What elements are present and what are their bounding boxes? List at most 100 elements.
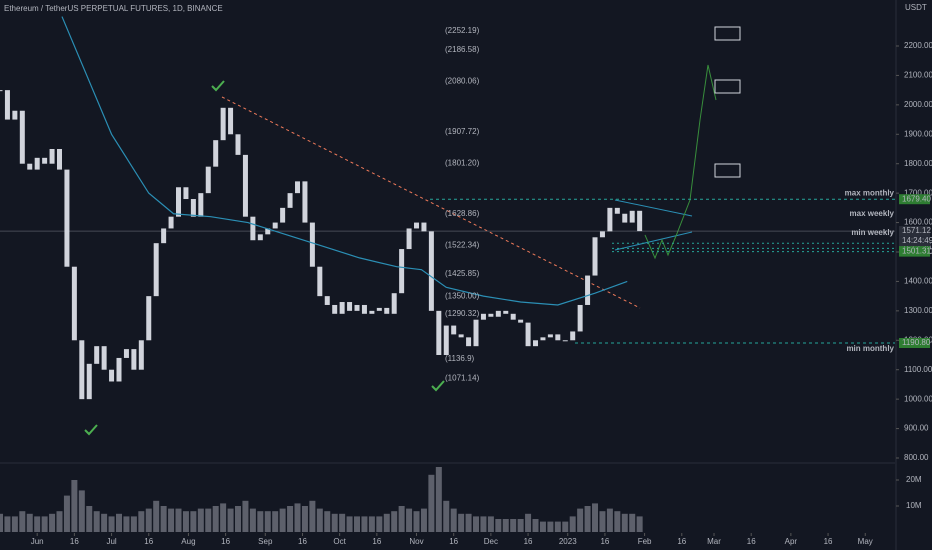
x-tick-label: 16: [144, 537, 153, 546]
candle: [592, 237, 598, 276]
candle: [585, 275, 591, 305]
currency: USDT: [905, 3, 927, 12]
volume-bar: [376, 516, 383, 532]
candle: [518, 319, 524, 323]
candle: [570, 331, 576, 341]
candle: [414, 222, 420, 229]
level-label: (1290.32): [445, 309, 480, 318]
x-tick-label: 16: [824, 537, 833, 546]
volume-bar: [606, 508, 613, 532]
candle: [190, 199, 196, 217]
volume-bar: [130, 516, 137, 532]
candle: [205, 166, 211, 194]
candle: [540, 337, 546, 341]
volume-bar: [41, 516, 48, 532]
candle: [458, 334, 464, 338]
volume-bar: [160, 506, 167, 532]
candle: [183, 187, 189, 200]
candle: [257, 234, 263, 241]
candle: [533, 340, 539, 347]
level-label: (2186.58): [445, 45, 480, 54]
candle: [391, 293, 397, 314]
target-box: [714, 79, 741, 94]
candle: [280, 207, 286, 223]
volume-bar: [19, 511, 26, 532]
zone-label: min monthly: [846, 344, 894, 353]
zone-label: min weekly: [851, 228, 894, 237]
candle: [109, 369, 115, 382]
x-tick-label: Sep: [258, 537, 273, 546]
candle: [376, 307, 382, 311]
volume-bar: [212, 506, 219, 532]
candle: [64, 169, 70, 267]
trendline: [221, 96, 641, 309]
y-tick-label: 800.00: [904, 453, 929, 462]
volume-bar: [93, 511, 100, 532]
candle: [220, 107, 226, 141]
candle: [287, 193, 293, 208]
symbol-title: Ethereum / TetherUS PERPETUAL FUTURES, 1…: [4, 4, 223, 13]
price-tag: [899, 226, 930, 237]
candle: [339, 302, 345, 314]
price-tag-label: 1679.40: [902, 194, 931, 203]
y-tick-label: 1700.00: [904, 188, 932, 197]
volume-bar: [584, 506, 591, 532]
price-tag: [899, 194, 930, 205]
volume-bar: [435, 467, 442, 532]
candle: [228, 107, 234, 135]
volume-bar: [227, 508, 234, 532]
volume-bar: [398, 506, 405, 532]
volume-bar: [4, 516, 11, 532]
volume-bar: [242, 500, 249, 532]
x-tick-label: 16: [600, 537, 609, 546]
volume-bar: [108, 516, 115, 532]
candle: [198, 193, 204, 217]
vol-tick-label: 10M: [906, 501, 922, 510]
y-tick-label: 1100.00: [904, 365, 932, 374]
level-label: (1801.20): [445, 158, 480, 167]
candle: [614, 207, 620, 214]
candle: [71, 266, 77, 341]
candle: [302, 181, 308, 223]
volume-bar: [205, 508, 212, 532]
candle: [607, 207, 613, 232]
candle: [599, 231, 605, 238]
candle: [153, 243, 159, 297]
candle: [473, 319, 479, 347]
candle: [406, 228, 412, 250]
triangle-line: [614, 231, 693, 251]
candle: [317, 266, 323, 297]
volume-bar: [168, 508, 175, 532]
volume-bar: [361, 516, 368, 532]
x-tick-label: Jun: [31, 537, 44, 546]
volume-bar: [56, 511, 63, 532]
candle: [79, 340, 85, 400]
volume-bar: [554, 521, 561, 532]
volume-bar: [629, 513, 636, 532]
volume-bar: [346, 516, 353, 532]
volume-bar: [458, 513, 465, 532]
volume-bar: [614, 511, 621, 532]
volume-bar: [621, 513, 628, 532]
candle: [94, 346, 100, 364]
volume-bar: [502, 519, 509, 532]
volume-bar: [525, 513, 532, 532]
volume-bar: [63, 495, 70, 532]
target-box: [714, 26, 741, 41]
candle: [525, 322, 531, 347]
candle: [436, 310, 442, 355]
x-tick-label: 16: [298, 537, 307, 546]
level-label: (1522.34): [445, 241, 480, 250]
countdown: 14:24:49: [902, 236, 932, 245]
level-label: (1350.00): [445, 291, 480, 300]
candle: [57, 149, 63, 170]
candle: [480, 313, 486, 320]
volume-bar: [495, 519, 502, 532]
x-tick-label: Oct: [333, 537, 346, 546]
level-label: (1425.85): [445, 269, 480, 278]
volume-bar: [480, 516, 487, 532]
candle: [347, 302, 353, 311]
candle: [49, 149, 55, 164]
x-tick-label: 16: [449, 537, 458, 546]
x-tick-label: Aug: [181, 537, 195, 546]
